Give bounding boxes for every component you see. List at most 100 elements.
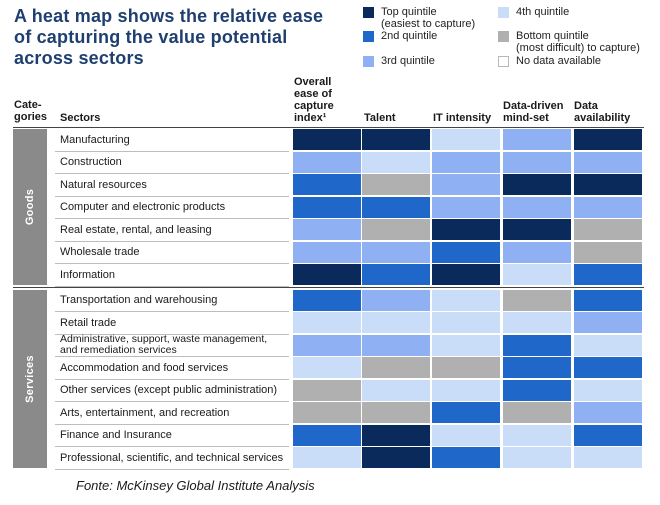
heatmap-cell [432, 151, 500, 173]
legend-item-q4: 4th quintile [498, 6, 569, 18]
column-header-data-driven: Data-driven mind-set [503, 100, 564, 124]
sector-label: Professional, scientific, and technical … [60, 451, 284, 464]
heatmap-cell [362, 196, 430, 218]
heatmap-cell [293, 424, 361, 446]
row-divider [55, 356, 289, 357]
sector-label: Wholesale trade [60, 246, 140, 258]
heatmap-cell [503, 219, 571, 240]
heatmap-cell [574, 312, 642, 333]
row-divider [55, 240, 289, 242]
heatmap-cell [293, 129, 361, 150]
column-header-data-availability: Data availability [574, 100, 631, 124]
category-label: Goods [24, 188, 36, 226]
heatmap-cell [293, 196, 361, 218]
legend-item-q2: 2nd quintile [363, 30, 437, 42]
sector-label: Administrative, support, waste managemen… [60, 333, 268, 356]
heatmap-cell [432, 174, 500, 195]
heatmap-cell [574, 447, 642, 468]
heatmap-cell [503, 424, 571, 446]
header-categories: Cate- gories [14, 99, 48, 123]
heatmap-cell [432, 424, 500, 446]
heatmap-cell [293, 264, 361, 285]
heatmap-cell [574, 129, 642, 150]
heatmap-cell [293, 379, 361, 401]
heatmap-cell [574, 289, 642, 311]
heatmap-cell [503, 129, 571, 150]
heatmap-cell [362, 174, 430, 195]
row-divider [55, 218, 289, 219]
heatmap-cell [293, 312, 361, 333]
heatmap-cell [293, 402, 361, 423]
heatmap-cell [432, 312, 500, 333]
sector-label: Natural resources [60, 178, 147, 191]
sector-label: Information [60, 268, 116, 281]
heatmap-cell [362, 379, 430, 401]
category-label: Services [24, 354, 37, 403]
sector-label: Other services (except public administra… [60, 384, 278, 396]
header-rule [13, 127, 644, 128]
heatmap-cell [362, 264, 430, 285]
legend-label: 4th quintile [516, 6, 570, 18]
heatmap-cell [362, 357, 430, 378]
legend-swatch-q4 [498, 7, 509, 18]
heatmap-cell [503, 264, 571, 285]
heatmap-cell [293, 219, 361, 240]
heatmap-cell [574, 264, 642, 285]
heatmap-cell [432, 447, 500, 468]
row-divider [55, 285, 289, 287]
heatmap-cell [574, 151, 642, 173]
heatmap-cell [432, 129, 500, 150]
row-divider [55, 423, 289, 425]
heatmap-cell [574, 402, 642, 423]
source-note: Fonte: McKinsey Global Institute Analysi… [76, 478, 315, 493]
heatmap-cell [362, 219, 430, 240]
row-divider [55, 263, 289, 264]
heatmap-cell [574, 334, 642, 356]
heatmap-cell [574, 174, 642, 195]
heatmap-cell [362, 129, 430, 150]
heatmap-cell [293, 174, 361, 195]
heatmap-cell [574, 241, 642, 263]
heatmap-cell [503, 312, 571, 333]
legend-label: 3rd quintile [381, 55, 435, 67]
row-divider [55, 195, 289, 197]
heatmap-cell [362, 334, 430, 356]
category-separator [13, 287, 644, 288]
sector-label: Finance and Insurance [60, 429, 172, 441]
heatmap-cell [362, 447, 430, 468]
heatmap-cell [432, 334, 500, 356]
heatmap-cell [362, 241, 430, 263]
legend-label: No data available [516, 55, 602, 67]
heatmap-cell [432, 289, 500, 311]
heatmap-cell [432, 379, 500, 401]
heatmap-cell [574, 357, 642, 378]
row-divider [55, 173, 289, 174]
sector-label: Computer and electronic products [60, 201, 226, 213]
legend-label: Bottom quintile (most difficult) to capt… [516, 30, 640, 54]
heatmap-cell [503, 151, 571, 173]
row-divider [55, 401, 289, 402]
sector-label: Transportation and warehousing [60, 294, 218, 306]
column-header-overall: Overall ease of capture index¹ [294, 76, 334, 124]
row-divider [55, 333, 289, 335]
heatmap-cell [574, 424, 642, 446]
legend-swatch-na [498, 56, 509, 67]
heatmap-cell [503, 402, 571, 423]
heatmap-cell [362, 151, 430, 173]
heatmap-cell [503, 379, 571, 401]
category-bar-services: Services [13, 289, 47, 468]
column-header-it-intensity: IT intensity [433, 112, 492, 124]
row-divider [55, 468, 289, 470]
heatmap-cell [432, 357, 500, 378]
header-sectors: Sectors [60, 112, 101, 124]
legend-label: 2nd quintile [381, 30, 438, 42]
heatmap-cell [432, 196, 500, 218]
sector-label: Real estate, rental, and leasing [60, 223, 212, 236]
heatmap-cell [503, 174, 571, 195]
heatmap-cell [293, 241, 361, 263]
sector-label: Manufacturing [60, 133, 130, 146]
heatmap-cell [574, 379, 642, 401]
legend-item-top: Top quintile (easiest to capture) [363, 6, 475, 30]
row-divider [55, 311, 289, 312]
heatmap-cell [362, 402, 430, 423]
